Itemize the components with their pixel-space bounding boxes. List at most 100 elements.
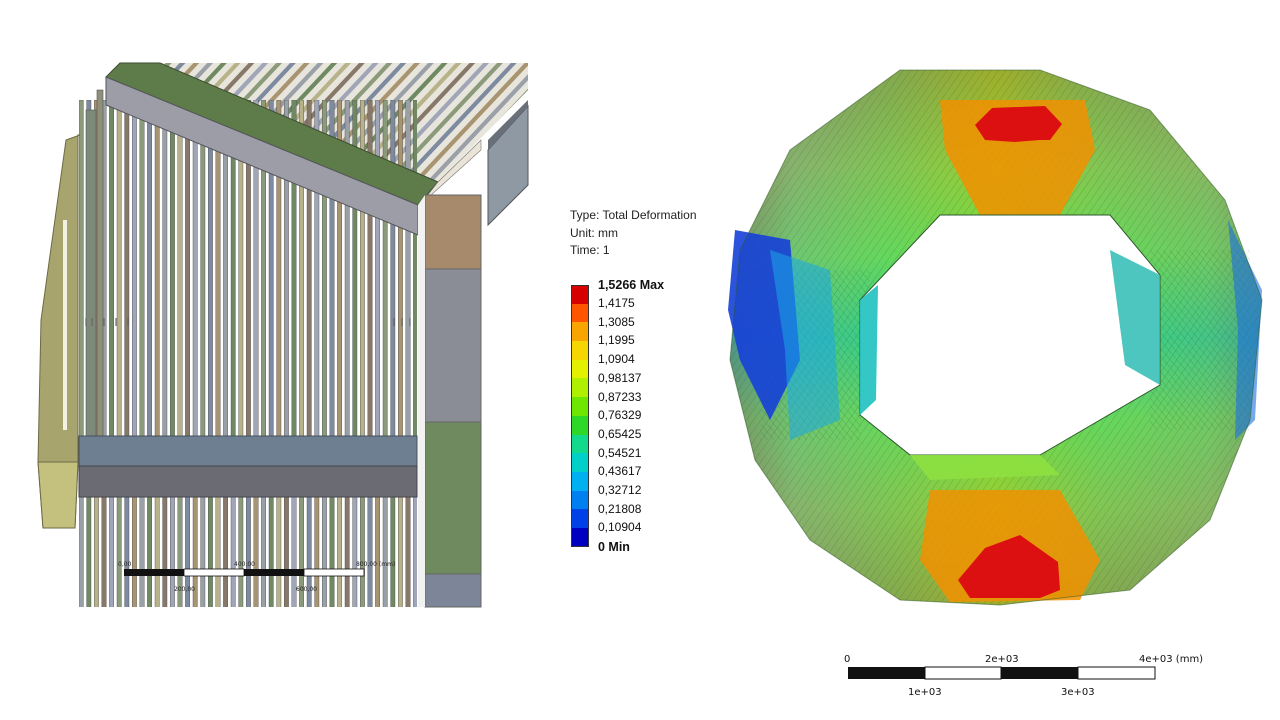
- lamination-strip: [367, 497, 373, 607]
- bottom-red-spot: [958, 535, 1060, 598]
- right-slate-block: [424, 573, 482, 608]
- lamination-strip: [306, 100, 312, 436]
- legend-header: Type: Total Deformation Unit: mm Time: 1: [570, 207, 697, 260]
- lamination-strip: [177, 100, 183, 436]
- left-scale-tick-200: 200,00: [174, 586, 195, 593]
- lamination-strip: [230, 497, 236, 607]
- lamination-strip: [185, 100, 190, 436]
- lamination-strip: [215, 497, 221, 607]
- legend-swatch: [571, 527, 589, 547]
- lamination-strip: [79, 100, 84, 436]
- legend-level-label: 1,3085: [598, 314, 635, 329]
- legend-swatch: [571, 322, 589, 342]
- top-red-spot: [975, 106, 1062, 142]
- slot-markers-right: [393, 318, 411, 326]
- lamination-strip: [192, 100, 198, 436]
- left-scale-tick-800: 800,00 (mm): [356, 561, 396, 568]
- legend-level-label: 1,4175: [598, 296, 635, 310]
- legend-swatch: [571, 285, 589, 304]
- lamination-strip: [344, 497, 350, 607]
- lamination-strip: [360, 100, 365, 436]
- right-scale-tick-1e3: 1e+03: [908, 687, 942, 698]
- legend-unit: Unit: mm: [570, 225, 618, 240]
- lamination-strip: [200, 100, 206, 436]
- lamination-strip: [337, 100, 342, 436]
- legend-swatch: [571, 378, 589, 398]
- lamination-strip: [86, 497, 92, 607]
- slot-markers-left: [85, 318, 129, 326]
- lamination-strip: [367, 100, 373, 436]
- lamination-strip: [131, 497, 137, 607]
- lamination-strip: [314, 100, 320, 436]
- lamination-strip: [337, 497, 342, 607]
- lamination-strip: [344, 100, 350, 436]
- lamination-strip: [375, 497, 380, 607]
- legend-swatch: [571, 453, 589, 472]
- lamination-strip: [245, 497, 251, 607]
- left-scale-tick-0: 0,00: [118, 561, 132, 568]
- lamination-strip: [405, 497, 411, 607]
- legend-level-label: 0,65425: [598, 426, 642, 441]
- right-scale-bar: [848, 666, 1156, 680]
- legend-swatch: [571, 397, 589, 416]
- legend-swatch: [571, 341, 589, 360]
- lamination-strip: [329, 497, 335, 607]
- lamination-strip: [139, 100, 145, 436]
- lamination-strip: [245, 100, 251, 436]
- lamination-strip: [352, 497, 358, 607]
- lamination-strip: [192, 497, 198, 607]
- lamination-strip: [390, 100, 396, 436]
- corner-brown-top: [419, 139, 482, 206]
- left-cyan-region: [770, 250, 840, 440]
- lamination-strip: [261, 497, 266, 607]
- right-green-block: [424, 421, 482, 575]
- lamination-strip: [200, 497, 206, 607]
- legend-level-label: 0,32712: [598, 483, 642, 497]
- lamination-strip: [116, 100, 122, 436]
- right-scale-tick-3e3: 3e+03: [1061, 687, 1095, 698]
- lamination-strip: [185, 497, 190, 607]
- lamination-strip: [306, 497, 312, 607]
- vertical-laminations: [79, 100, 417, 436]
- lamination-strip: [382, 497, 388, 607]
- left-scale-tick-400: 400,00: [234, 561, 255, 568]
- bore-right-face: [1110, 250, 1160, 385]
- lamination-strip: [276, 497, 282, 607]
- lamination-strip: [124, 497, 130, 607]
- legend-level-label: 0,21808: [598, 501, 642, 516]
- lamination-strip: [405, 100, 411, 436]
- lamination-strip: [284, 497, 289, 607]
- legend-time: Time: 1: [570, 243, 610, 257]
- left-scale-bar: [124, 568, 365, 577]
- lamination-strip: [154, 100, 160, 436]
- legend-level-label: 0,98137: [598, 370, 642, 385]
- legend-level-label: 0,10904: [598, 520, 642, 535]
- lamination-strip: [162, 497, 168, 607]
- legend-swatch: [571, 359, 589, 379]
- lamination-strip: [79, 497, 84, 607]
- legend-level-label: 0,87233: [598, 389, 642, 404]
- lamination-strip: [109, 100, 115, 436]
- lamination-strip: [390, 497, 396, 607]
- lamination-strip: [169, 497, 175, 607]
- legend-level-label: 0,54521: [598, 445, 642, 460]
- lamination-strip: [375, 100, 380, 436]
- lamination-strip: [131, 100, 137, 436]
- lamination-strip: [154, 497, 160, 607]
- legend-min-label: 0 Min: [598, 540, 630, 554]
- legend-swatch: [571, 471, 589, 491]
- lamination-strip: [284, 100, 289, 436]
- lamination-strip: [253, 100, 259, 436]
- lamination-strip: [382, 100, 388, 436]
- lamination-strip: [215, 100, 221, 436]
- bottom-laminations: [79, 497, 417, 607]
- right-scale-tick-4e3: 4e+03 (mm): [1139, 654, 1204, 665]
- right-block-diag-top: [488, 100, 528, 150]
- lamination-strip: [109, 497, 115, 607]
- lamination-strip: [360, 497, 365, 607]
- legend-type: Type: Total Deformation: [570, 208, 697, 222]
- lamination-strip: [147, 100, 152, 436]
- lamination-strip: [268, 497, 274, 607]
- lamination-strip: [238, 100, 244, 436]
- lamination-strip-diagonal: [160, 63, 220, 195]
